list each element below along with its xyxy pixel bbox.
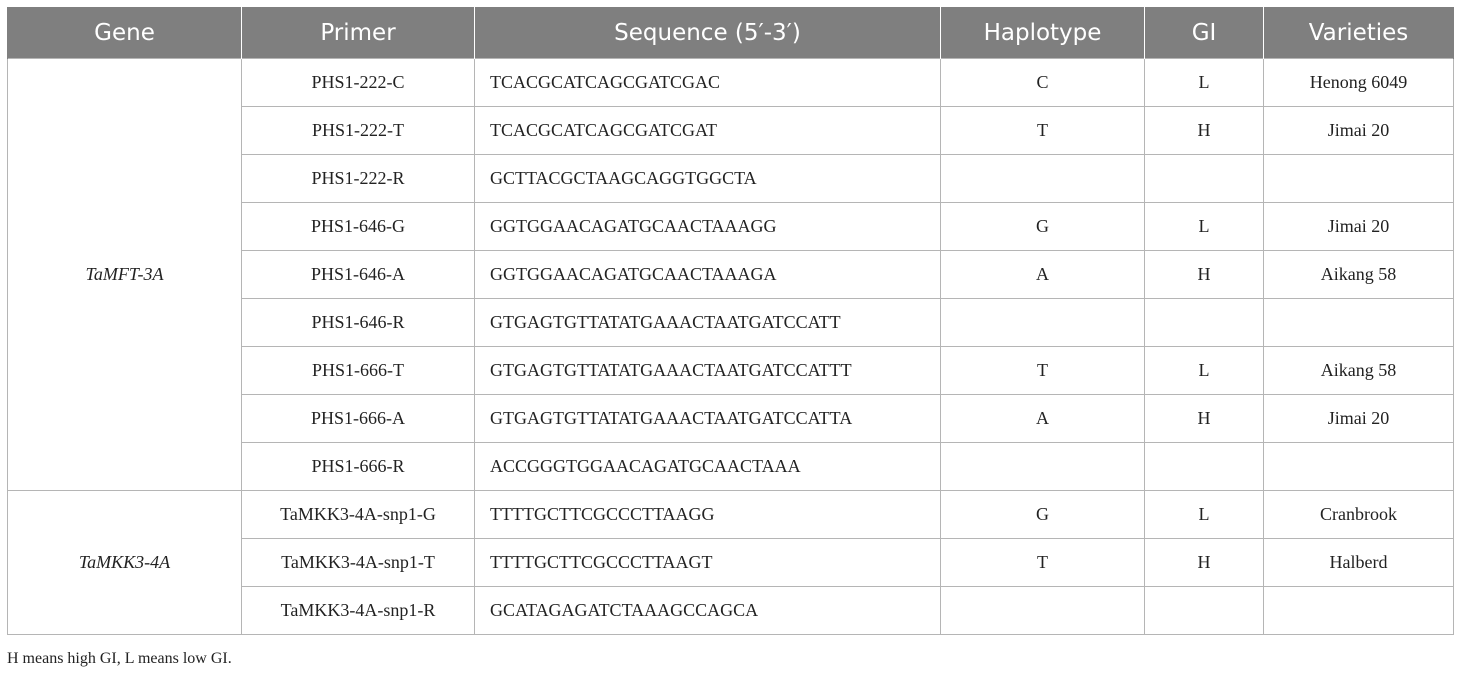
table-row: PHS1-646-A GGTGGAACAGATGCAACTAAAGA A H Aikan… — [8, 250, 1454, 299]
table-row: PHS1-666-T GTGAGTGTTATATGAAACTAATGATCCATT… — [8, 346, 1454, 395]
varieties-cell: Aikang 58 — [1263, 250, 1454, 299]
haplotype-cell: T — [940, 538, 1145, 587]
primer-cell: TaMKK3-4A-snp1-G — [241, 490, 475, 539]
gi-cell: H — [1144, 394, 1264, 443]
gi-cell: L — [1144, 346, 1264, 395]
gi-cell — [1144, 586, 1264, 635]
primer-cell: PHS1-222-R — [241, 154, 475, 203]
primer-cell: PHS1-666-T — [241, 346, 475, 395]
sequence-cell: GCATAGAGATCTAAAGCCAGCA — [474, 586, 941, 635]
table-row: TaMFT-3A PHS1-222-C TCACGCATCAGCGATCGAC C L H… — [7, 58, 1454, 491]
gi-cell: H — [1144, 250, 1264, 299]
varieties-cell — [1263, 586, 1454, 635]
varieties-cell — [1263, 154, 1454, 203]
varieties-cell: Cranbrook — [1263, 490, 1454, 539]
header-varieties: Varieties — [1263, 7, 1454, 59]
table-row: TaMKK3-4A TaMKK3-4A-snp1-G TTTTGCTTCGCCCTT… — [7, 490, 1454, 635]
primer-cell: PHS1-222-C — [241, 58, 475, 107]
gi-cell: L — [1144, 58, 1264, 107]
haplotype-cell: A — [940, 394, 1145, 443]
gi-cell — [1144, 298, 1264, 347]
primer-cell: PHS1-666-A — [241, 394, 475, 443]
varieties-cell — [1263, 442, 1454, 491]
sequence-cell: GTGAGTGTTATATGAAACTAATGATCCATTA — [474, 394, 941, 443]
varieties-cell: Jimai 20 — [1263, 394, 1454, 443]
haplotype-cell: G — [940, 202, 1145, 251]
varieties-cell: Halberd — [1263, 538, 1454, 587]
haplotype-cell: A — [940, 250, 1145, 299]
primer-table: Gene Primer Sequence (5′-3′) Haplotype G… — [7, 7, 1454, 635]
sequence-cell: ACCGGGTGGAACAGATGCAACTAAA — [474, 442, 941, 491]
haplotype-cell — [940, 154, 1145, 203]
table-row: PHS1-666-R ACCGGGTGGAACAGATGCAACTAAA — [8, 442, 1454, 491]
haplotype-cell — [940, 586, 1145, 635]
haplotype-cell: T — [940, 106, 1145, 155]
sequence-cell: GGTGGAACAGATGCAACTAAAGA — [474, 250, 941, 299]
varieties-cell: Jimai 20 — [1263, 202, 1454, 251]
gi-cell — [1144, 154, 1264, 203]
gi-cell: H — [1144, 106, 1264, 155]
varieties-cell — [1263, 298, 1454, 347]
header-gi: GI — [1144, 7, 1264, 59]
gi-cell: L — [1144, 490, 1264, 539]
haplotype-cell: T — [940, 346, 1145, 395]
varieties-cell: Henong 6049 — [1263, 58, 1454, 107]
table-row: PHS1-222-R GCTTACGCTAAGCAGGTGGCTA — [8, 154, 1454, 203]
gene-cell: TaMFT-3A — [7, 58, 242, 491]
header-gene: Gene — [7, 7, 242, 59]
sequence-cell: GGTGGAACAGATGCAACTAAAGG — [474, 202, 941, 251]
primer-table-container: Gene Primer Sequence (5′-3′) Haplotype G… — [7, 7, 1454, 635]
sequence-cell: GTGAGTGTTATATGAAACTAATGATCCATT — [474, 298, 941, 347]
haplotype-cell — [940, 298, 1145, 347]
table-row: PHS1-222-T TCACGCATCAGCGATCGAT T H Jimai 20 — [8, 106, 1454, 155]
primer-cell: TaMKK3-4A-snp1-R — [241, 586, 475, 635]
sequence-cell: TCACGCATCAGCGATCGAC — [474, 58, 941, 107]
header-primer: Primer — [241, 7, 475, 59]
primer-cell: PHS1-646-G — [241, 202, 475, 251]
sequence-cell: GTGAGTGTTATATGAAACTAATGATCCATTT — [474, 346, 941, 395]
haplotype-cell: C — [940, 58, 1145, 107]
primer-cell: PHS1-666-R — [241, 442, 475, 491]
varieties-cell: Jimai 20 — [1263, 106, 1454, 155]
primer-cell: PHS1-646-A — [241, 250, 475, 299]
gi-cell: L — [1144, 202, 1264, 251]
varieties-cell: Aikang 58 — [1263, 346, 1454, 395]
primer-cell: TaMKK3-4A-snp1-T — [241, 538, 475, 587]
header-haplotype: Haplotype — [940, 7, 1145, 59]
table-row: PHS1-646-G GGTGGAACAGATGCAACTAAAGG G L Jimai… — [8, 202, 1454, 251]
gi-cell — [1144, 442, 1264, 491]
header-row: Gene Primer Sequence (5′-3′) Haplotype G… — [7, 7, 1454, 59]
primer-cell: PHS1-222-T — [241, 106, 475, 155]
sequence-cell: TTTTGCTTCGCCCTTAAGT — [474, 538, 941, 587]
header-sequence: Sequence (5′-3′) — [474, 7, 941, 59]
haplotype-cell: G — [940, 490, 1145, 539]
table-body: TaMFT-3A PHS1-222-C TCACGCATCAGCGATCGAC C L H… — [7, 58, 1454, 635]
gi-cell: H — [1144, 538, 1264, 587]
table-footnote: H means high GI, L means low GI. — [7, 650, 232, 667]
table-row: TaMKK3-4A-snp1-R GCATAGAGATCTAAAGCCAGCA — [8, 586, 1454, 635]
sequence-cell: TTTTGCTTCGCCCTTAAGG — [474, 490, 941, 539]
haplotype-cell — [940, 442, 1145, 491]
gene-cell: TaMKK3-4A — [7, 490, 242, 635]
sequence-cell: GCTTACGCTAAGCAGGTGGCTA — [474, 154, 941, 203]
sequence-cell: TCACGCATCAGCGATCGAT — [474, 106, 941, 155]
primer-cell: PHS1-646-R — [241, 298, 475, 347]
